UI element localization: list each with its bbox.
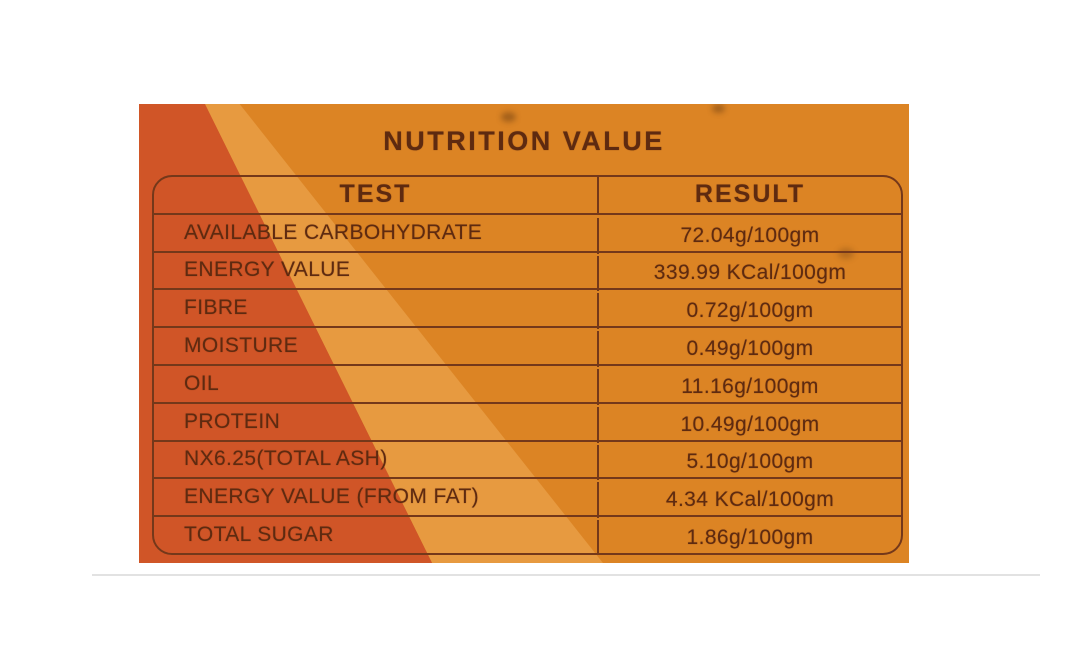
table-row: TOTAL SUGAR 1.86g/100gm bbox=[154, 515, 901, 553]
nutrition-label: NUTRITION VALUE TEST RESULT AVAILABLE CA… bbox=[139, 104, 909, 563]
result-cell: 11.16g/100gm bbox=[597, 368, 901, 405]
table-row: ENERGY VALUE 339.99 KCal/100gm bbox=[154, 250, 901, 292]
table-row: OIL 11.16g/100gm bbox=[154, 363, 901, 405]
test-cell: ENERGY VALUE bbox=[184, 258, 351, 282]
result-cell: 1.86g/100gm bbox=[597, 520, 901, 553]
table-row: MOISTURE 0.49g/100gm bbox=[154, 326, 901, 367]
table-row: PROTEIN 10.49g/100gm bbox=[154, 401, 901, 443]
photo-smudge bbox=[838, 248, 854, 259]
result-cell: 0.72g/100gm bbox=[597, 293, 901, 330]
nutrition-table: TEST RESULT AVAILABLE CARBOHYDRATE 72.04… bbox=[152, 175, 903, 555]
result-cell: 72.04g/100gm bbox=[597, 217, 901, 254]
photo-bottom-edge bbox=[92, 574, 1040, 576]
test-cell: TOTAL SUGAR bbox=[184, 523, 334, 547]
table-row: AVAILABLE CARBOHYDRATE 72.04g/100gm bbox=[154, 212, 901, 254]
test-cell: NX6.25(TOTAL ASH) bbox=[184, 447, 388, 471]
result-cell: 4.34 KCal/100gm bbox=[597, 482, 901, 519]
test-cell: FIBRE bbox=[184, 296, 248, 320]
test-cell: ENERGY VALUE (FROM FAT) bbox=[184, 485, 480, 509]
result-cell: 0.49g/100gm bbox=[597, 331, 901, 367]
column-header-result: RESULT bbox=[597, 177, 901, 213]
table-header-row: TEST RESULT bbox=[154, 177, 901, 213]
test-cell: MOISTURE bbox=[184, 334, 299, 358]
table-row: NX6.25(TOTAL ASH) 5.10g/100gm bbox=[154, 439, 901, 481]
test-cell: PROTEIN bbox=[184, 409, 281, 433]
table-row: ENERGY VALUE (FROM FAT) 4.34 KCal/100gm bbox=[154, 477, 901, 519]
test-cell: AVAILABLE CARBOHYDRATE bbox=[184, 220, 483, 244]
result-cell: 339.99 KCal/100gm bbox=[597, 255, 901, 292]
photo-smudge bbox=[712, 104, 725, 113]
photo-smudge bbox=[501, 112, 516, 122]
table-row: FIBRE 0.72g/100gm bbox=[154, 288, 901, 330]
label-title: NUTRITION VALUE bbox=[383, 126, 665, 156]
result-cell: 5.10g/100gm bbox=[597, 444, 901, 481]
column-header-test: TEST bbox=[339, 180, 412, 209]
result-cell: 10.49g/100gm bbox=[597, 406, 901, 443]
test-cell: OIL bbox=[184, 371, 220, 395]
